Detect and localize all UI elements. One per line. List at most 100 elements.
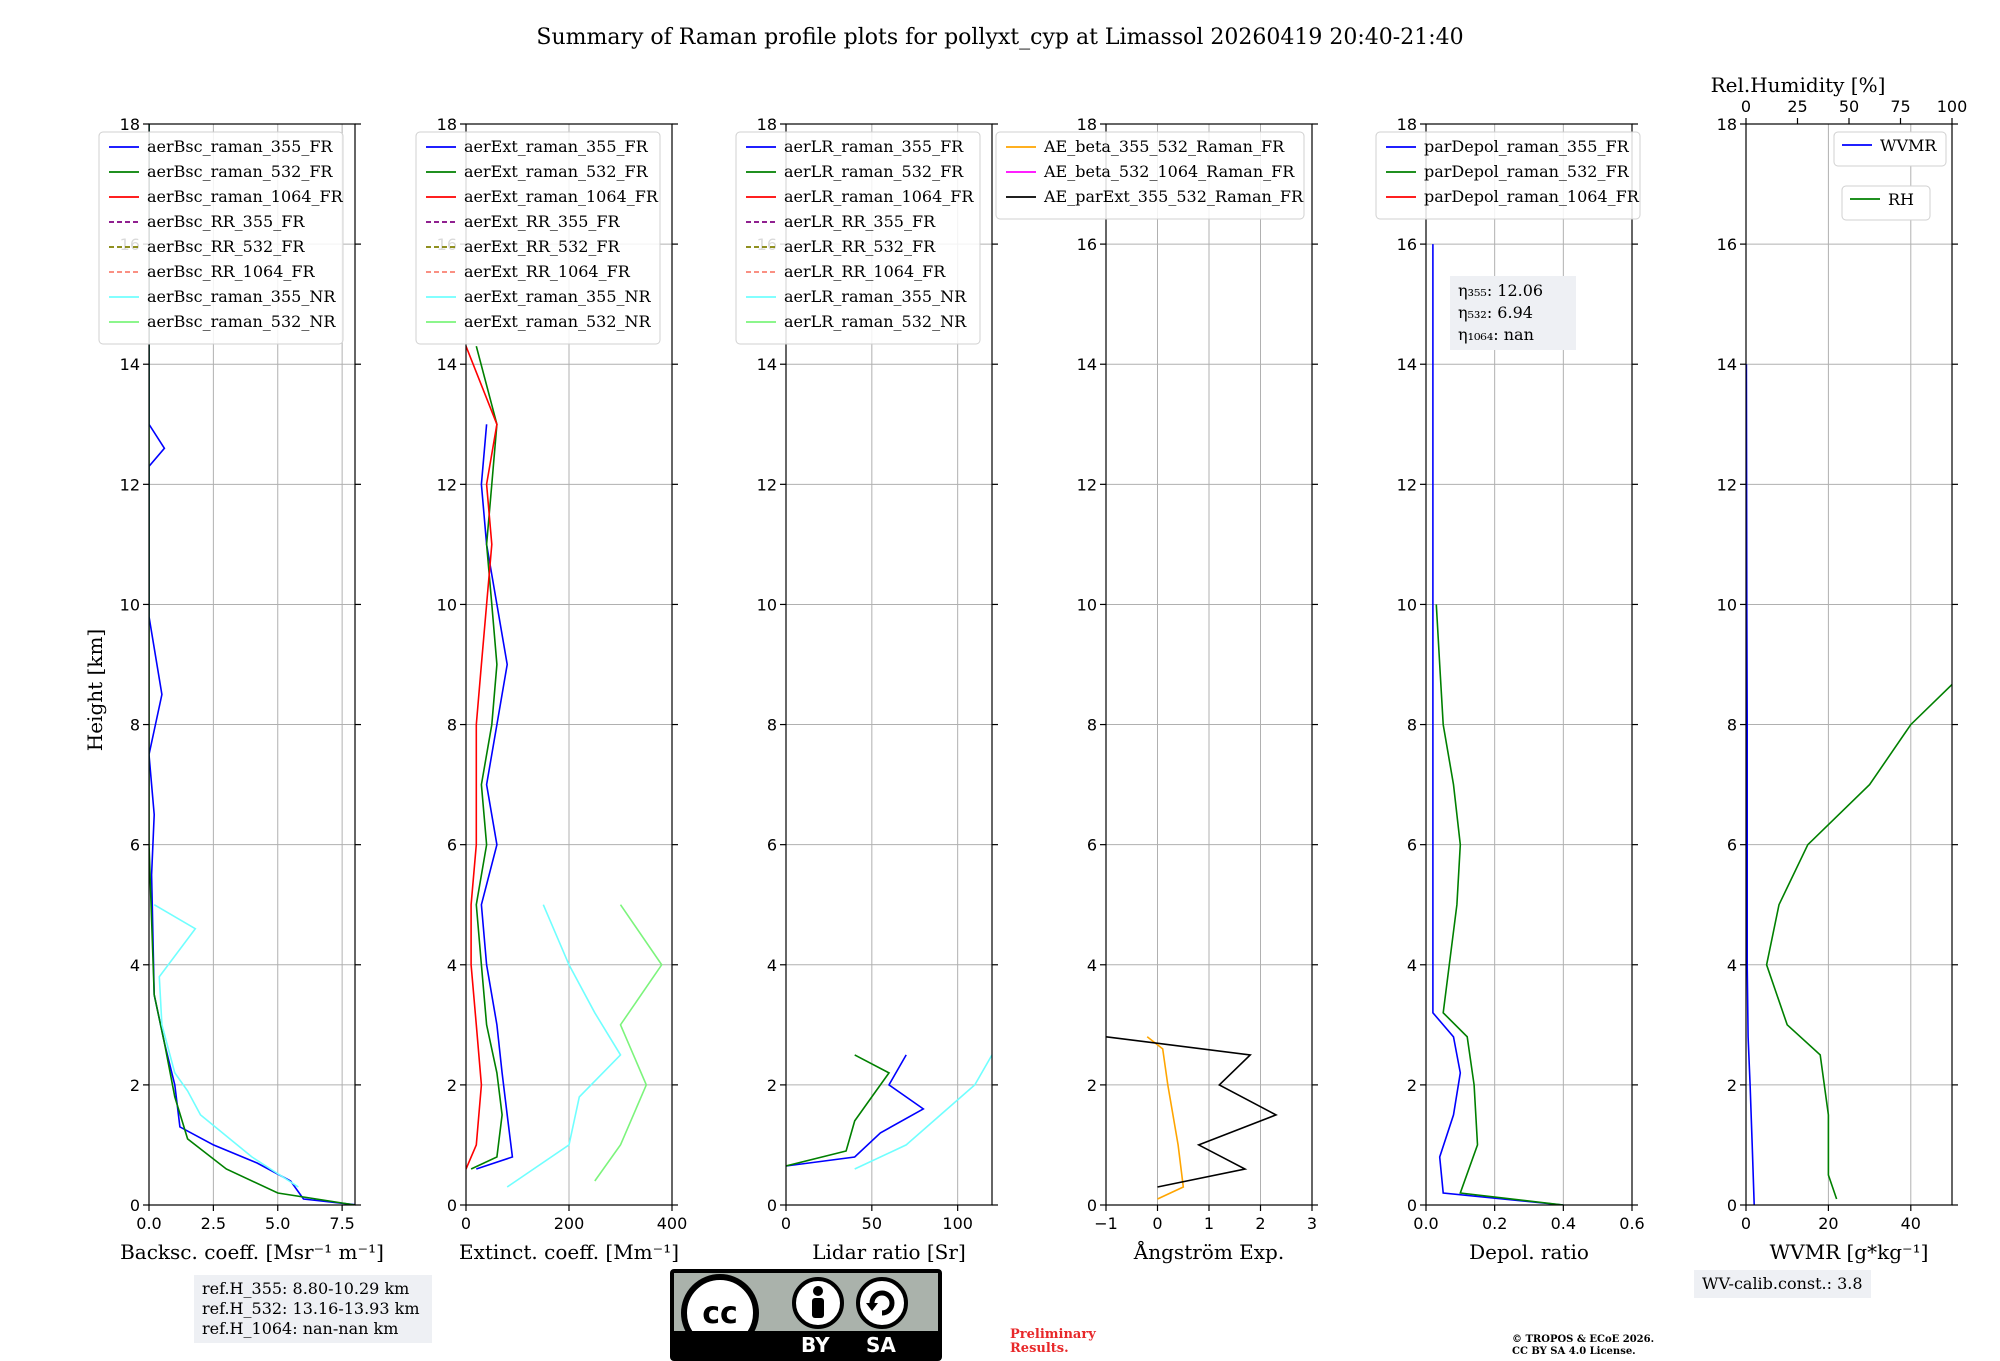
legend-label: aerExt_raman_532_FR <box>464 162 649 181</box>
y-tick-label: 18 <box>1397 115 1417 134</box>
legend-box <box>98 131 344 345</box>
y-tick-label: 8 <box>1727 716 1737 735</box>
legend-label: aerBsc_raman_355_FR <box>147 137 333 156</box>
y-tick-label: 16 <box>1397 235 1417 254</box>
series-line-aerBsc_raman_532_FR <box>149 124 355 1205</box>
legend-label: aerLR_raman_1064_FR <box>784 187 974 206</box>
legend-label: WVMR <box>1880 136 1937 155</box>
y-tick-label: 10 <box>1717 595 1737 614</box>
series-line-AE_beta_355_532_Raman_FR <box>1146 1036 1185 1200</box>
y-tick-label: 10 <box>1397 595 1417 614</box>
legend-label: parDepol_raman_1064_FR <box>1424 187 1640 206</box>
x-tick-label: 3 <box>1307 1214 1317 1233</box>
legend-label: aerExt_raman_355_NR <box>464 287 652 306</box>
legend-label: parDepol_raman_532_FR <box>1424 162 1630 181</box>
legend-label: aerExt_RR_1064_FR <box>464 262 631 281</box>
series-line-AE_parExt_355_532_Raman_FR <box>1106 1036 1278 1188</box>
y-tick-label: 4 <box>130 956 140 975</box>
top-x-tick-label: 25 <box>1787 97 1807 116</box>
top-x-tick-label: 50 <box>1839 97 1859 116</box>
y-tick-label: 2 <box>1407 1076 1417 1095</box>
share-alike-icon <box>856 1277 908 1329</box>
x-tick-label: 0.0 <box>1413 1214 1438 1233</box>
y-tick-label: 2 <box>447 1076 457 1095</box>
y-axis-label: Height [km] <box>83 629 107 751</box>
ref-height-1064: ref.H_1064: nan-nan km <box>202 1319 399 1338</box>
legend-label: parDepol_raman_355_FR <box>1424 137 1630 156</box>
eta-532: η₅₃₂: 6.94 <box>1458 303 1533 322</box>
legend-box <box>1833 131 1947 167</box>
copyright-line-1: © TROPOS & ECoE 2026. <box>1512 1334 1655 1345</box>
legend-box <box>995 131 1305 220</box>
y-tick-label: 4 <box>1727 956 1737 975</box>
panel-6: 0 20 40 0 2 4 6 8 10 12 14 16 18 WVMR [g*kg⁻¹] 0 25 50 75… <box>1717 97 1968 1264</box>
series-line-aerExt_raman_532_NR <box>594 904 663 1182</box>
y-tick-label: 0 <box>767 1196 777 1215</box>
legend-label: aerExt_RR_532_FR <box>464 237 621 256</box>
y-tick-label: 8 <box>1087 716 1097 735</box>
legend-box <box>1375 131 1641 220</box>
legend-label: AE_beta_355_532_Raman_FR <box>1043 137 1285 156</box>
legend-label: aerLR_raman_532_FR <box>784 162 964 181</box>
panel-2: 0200400024681012141618Extinct. coeff. [M… <box>415 115 687 1264</box>
x-tick-label: 50 <box>862 1214 882 1233</box>
axes-frame <box>1745 123 1953 1206</box>
x-tick-label: −1 <box>1094 1214 1118 1233</box>
eta-355: η₃₅₅: 12.06 <box>1458 281 1544 300</box>
top-x-tick-label: 75 <box>1890 97 1910 116</box>
x-tick-label: 0 <box>1741 1214 1751 1233</box>
y-tick-label: 14 <box>1717 355 1737 374</box>
legend-label: aerLR_RR_355_FR <box>784 212 936 231</box>
y-tick-label: 0 <box>130 1196 140 1215</box>
reference-height-box: ref.H_355: 8.80-10.29 km ref.H_532: 13.1… <box>194 1275 432 1343</box>
y-tick-label: 6 <box>767 836 777 855</box>
y-tick-label: 18 <box>437 115 457 134</box>
y-tick-label: 14 <box>120 355 140 374</box>
y-tick-label: 10 <box>757 595 777 614</box>
eta-annotation: η₃₅₅: 12.06 η₅₃₂: 6.94 η₁₀₆₄: nan <box>1450 276 1576 350</box>
y-tick-label: 14 <box>437 355 457 374</box>
legend-label: aerLR_RR_1064_FR <box>784 262 946 281</box>
y-tick-label: 14 <box>1397 355 1417 374</box>
ref-height-355: ref.H_355: 8.80-10.29 km <box>202 1279 410 1298</box>
series-line-aerLR_raman_532_FR <box>786 1054 891 1167</box>
legend-box <box>1841 185 1931 221</box>
preliminary-note: Preliminary Results. <box>1010 1328 1096 1356</box>
legend-label: aerLR_raman_532_NR <box>784 312 967 331</box>
x-tick-label: 0.6 <box>1619 1214 1644 1233</box>
y-tick-label: 12 <box>757 475 777 494</box>
legend-label: AE_parExt_355_532_Raman_FR <box>1043 187 1304 206</box>
y-tick-label: 6 <box>1087 836 1097 855</box>
legend-label: aerBsc_RR_355_FR <box>147 212 305 231</box>
y-tick-label: 6 <box>1727 836 1737 855</box>
x-axis-label: WVMR [g*kg⁻¹] <box>1770 1240 1929 1264</box>
y-tick-label: 18 <box>1717 115 1737 134</box>
series-line-aerLR_raman_355_NR <box>854 1054 992 1170</box>
eta-1064: η₁₀₆₄: nan <box>1458 325 1534 344</box>
series-line-parDepol_raman_532_FR <box>1435 604 1564 1205</box>
legend-label: aerBsc_RR_1064_FR <box>147 262 316 281</box>
y-tick-label: 0 <box>447 1196 457 1215</box>
series-line-aerBsc_raman_355_NR <box>153 904 299 1188</box>
y-tick-label: 10 <box>1077 595 1097 614</box>
y-tick-label: 10 <box>120 595 140 614</box>
x-axis-label: Extinct. coeff. [Mm⁻¹] <box>459 1240 679 1264</box>
legend-label: aerExt_RR_355_FR <box>464 212 621 231</box>
legend-label: aerBsc_RR_532_FR <box>147 237 305 256</box>
x-tick-label: 200 <box>554 1214 585 1233</box>
y-tick-label: 14 <box>1077 355 1097 374</box>
panel-1: 0.02.55.07.5024681012141618Backsc. coeff… <box>98 115 384 1264</box>
x-tick-label: 0.2 <box>1482 1214 1507 1233</box>
cc-logo-text: cc <box>702 1296 738 1331</box>
y-tick-label: 6 <box>130 836 140 855</box>
x-tick-label: 0 <box>781 1214 791 1233</box>
copyright-line-2: CC BY SA 4.0 License. <box>1512 1346 1636 1357</box>
axes-frame <box>148 123 356 1206</box>
legend-label: aerBsc_raman_532_FR <box>147 162 333 181</box>
axes-frame <box>785 123 993 1206</box>
legend-label: aerBsc_raman_532_NR <box>147 312 336 331</box>
axes-frame <box>1425 123 1633 1206</box>
figure-title: Summary of Raman profile plots for polly… <box>536 25 1463 50</box>
x-tick-label: 1 <box>1204 1214 1214 1233</box>
